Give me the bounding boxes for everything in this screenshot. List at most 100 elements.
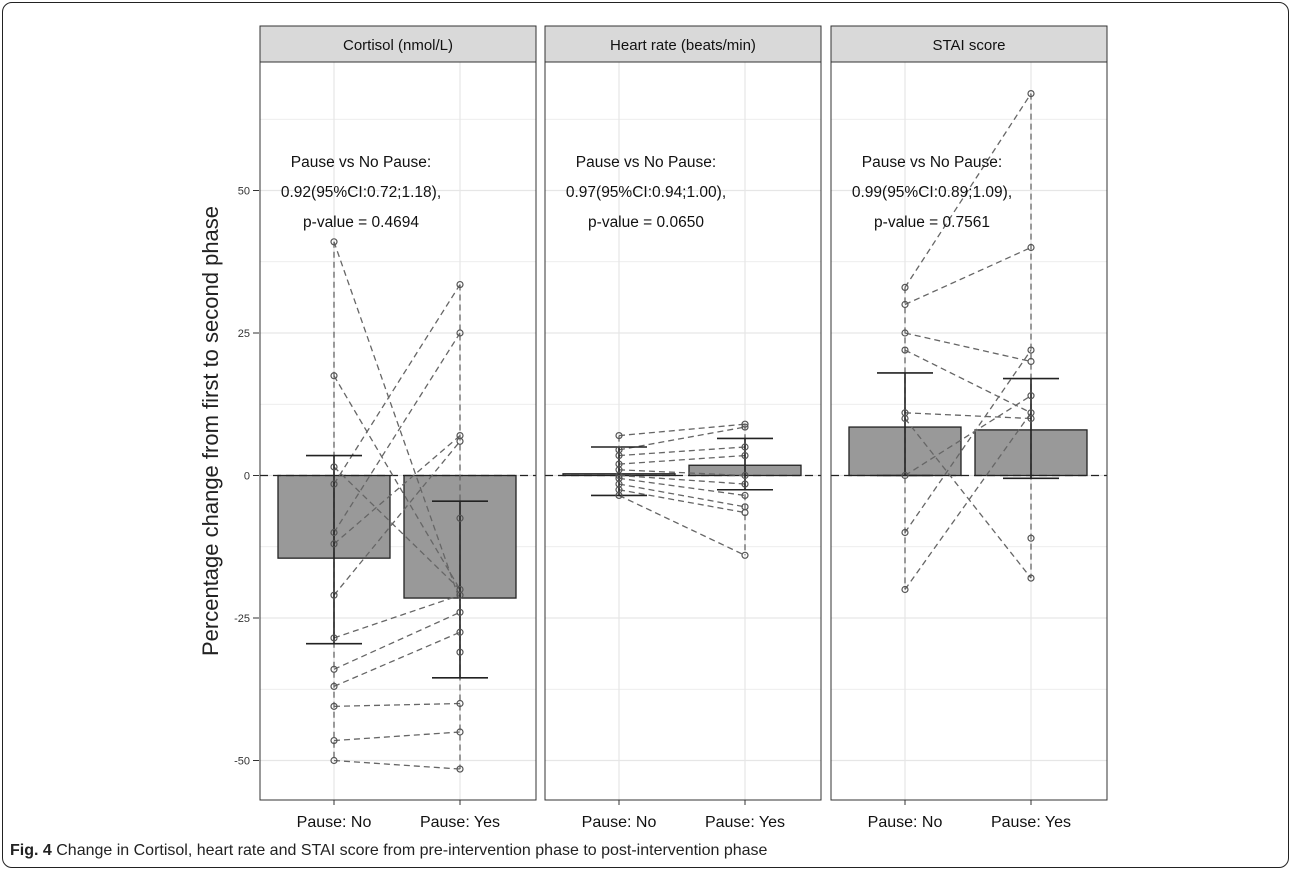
data-point [1027, 357, 1035, 366]
paired-line [333, 594, 461, 639]
y-tick-label: 0 [244, 471, 250, 483]
data-point [901, 471, 909, 480]
y-tick-label: -50 [234, 756, 250, 768]
figure-caption: Fig. 4 Change in Cortisol, heart rate an… [10, 842, 767, 860]
data-point [456, 728, 464, 736]
paired-line [904, 349, 1032, 414]
data-point [741, 480, 749, 488]
paired-line [333, 631, 461, 687]
data-point [901, 329, 909, 337]
panel-annotation: Pause vs No Pause: [576, 154, 716, 171]
paired-line [333, 702, 461, 707]
data-point [741, 471, 749, 480]
x-tick-label: Pause: Yes [420, 814, 500, 831]
facet-panels: Pause vs No Pause: 0.92(95%CI:0.72;1.18),… [259, 25, 1108, 831]
y-tick-label: 25 [238, 328, 250, 340]
data-point [330, 682, 338, 691]
data-point [1027, 574, 1035, 582]
x-tick-label: Pause: No [868, 814, 943, 831]
data-point [330, 591, 338, 599]
paired-line [904, 349, 1032, 533]
paired-line [618, 423, 746, 437]
paired-line [904, 412, 1032, 420]
data-point [901, 300, 909, 309]
paired-line [904, 412, 1032, 590]
strip-label: STAI score [932, 37, 1005, 54]
data-point [1027, 414, 1035, 423]
data-point [901, 283, 909, 291]
strip-label: Heart rate (beats/min) [610, 37, 756, 54]
facet-panel: Pause vs No Pause: 0.97(95%CI:0.94;1.00),… [544, 25, 822, 831]
data-point [456, 591, 464, 599]
data-point [741, 451, 749, 460]
data-point [456, 329, 464, 337]
panel-annotation: 0.97(95%CI:0.94;1.00), [566, 184, 726, 201]
panel-annotation: p-value = 0.4694 [303, 214, 419, 231]
data-point [330, 372, 338, 380]
data-point [330, 736, 338, 745]
x-tick-label: Pause: No [297, 814, 372, 831]
data-point [901, 346, 909, 354]
y-axis-title: Percentage change from first to second p… [198, 206, 223, 656]
panel-annotation: 0.99(95%CI:0.89;1.09), [852, 184, 1012, 201]
data-point [330, 238, 338, 246]
data-point [1027, 392, 1035, 400]
y-axis: Percentage change from first to second p… [198, 186, 259, 768]
facet-panel: Pause vs No Pause: 0.92(95%CI:0.72;1.18),… [259, 25, 537, 831]
paired-line [904, 418, 1032, 579]
data-point [901, 585, 909, 594]
data-point [330, 634, 338, 642]
data-point [741, 423, 749, 431]
data-point [330, 665, 338, 673]
x-tick-label: Pause: Yes [705, 814, 785, 831]
panel-annotation: 0.92(95%CI:0.72;1.18), [281, 184, 441, 201]
paired-line [333, 435, 461, 545]
strip-background [830, 25, 1108, 63]
data-point [741, 551, 749, 559]
data-point [901, 414, 909, 423]
caption-text: Change in Cortisol, heart rate and STAI … [56, 842, 768, 859]
data-point [615, 491, 623, 500]
data-point [1027, 243, 1035, 252]
data-point [741, 491, 749, 500]
paired-line [618, 489, 746, 514]
strip-background [259, 25, 537, 63]
paired-line [904, 93, 1032, 288]
paired-line [618, 446, 746, 457]
data-point [330, 756, 338, 765]
data-point [456, 699, 464, 708]
data-point [741, 420, 749, 428]
paired-line [618, 477, 746, 497]
data-point [330, 540, 338, 548]
data-point [456, 608, 464, 616]
data-point [456, 514, 464, 522]
panel-annotation: Pause vs No Pause: [291, 154, 431, 171]
strip-label: Cortisol (nmol/L) [343, 37, 453, 54]
data-point [1027, 534, 1035, 542]
paired-line [333, 241, 461, 602]
data-point [741, 443, 749, 451]
paired-line [618, 426, 746, 451]
data-point [741, 508, 749, 517]
data-point [456, 628, 464, 636]
paired-line [333, 440, 461, 596]
data-point [615, 432, 623, 440]
panel-background [260, 62, 536, 800]
paired-line [904, 246, 1032, 306]
paired-line [618, 494, 746, 556]
paired-line [333, 375, 461, 590]
y-tick-label: -25 [234, 613, 250, 625]
paired-line [618, 469, 746, 477]
paired-line [333, 611, 461, 670]
data-point [330, 702, 338, 710]
panel-annotation: Pause vs No Pause: [862, 154, 1002, 171]
data-point [330, 463, 338, 471]
data-point [1027, 346, 1035, 354]
data-point [330, 528, 338, 537]
facet-panel: Pause vs No Pause: 0.99(95%CI:0.89;1.09),… [830, 25, 1108, 831]
data-point [330, 480, 338, 488]
y-tick-label: 50 [238, 186, 250, 198]
data-point [456, 765, 464, 773]
caption-label: Fig. 4 [10, 842, 52, 859]
